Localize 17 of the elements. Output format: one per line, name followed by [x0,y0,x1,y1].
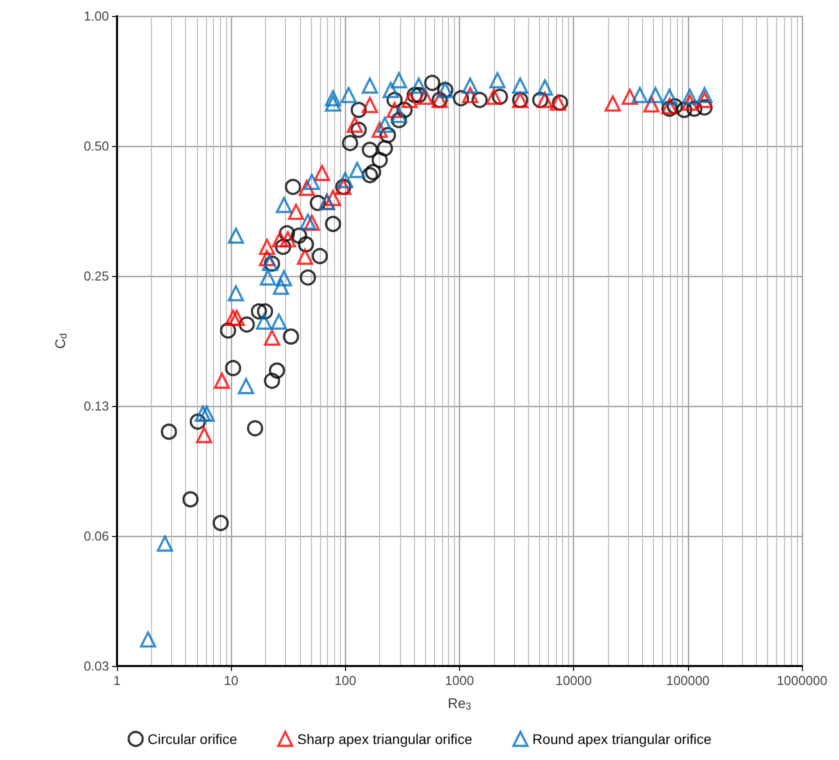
y-tick-label: 0.50 [84,138,109,154]
x-tick-label: 1000 [445,673,474,688]
y-tick-label: 0.03 [84,658,109,674]
y-tick-label: 1.00 [84,8,109,24]
x-tick-label: 10000 [556,673,592,688]
x-tick-label: 100 [334,673,356,688]
y-tick-label: 0.25 [84,268,109,284]
y-tick-label: 0.13 [84,398,109,414]
legend-label: Sharp apex triangular orifice [297,730,473,747]
legend-label: Circular orifice [148,730,238,747]
x-tick-label: 100000 [666,673,710,688]
x-tick-label: 1 [113,673,121,688]
y-tick-label: 0.06 [84,528,109,544]
x-tick-label: 1000000 [776,673,828,688]
x-tick-label: 10 [224,673,238,688]
legend-label: Round apex triangular orifice [532,730,712,747]
y-axis-title: Cd [52,333,70,349]
